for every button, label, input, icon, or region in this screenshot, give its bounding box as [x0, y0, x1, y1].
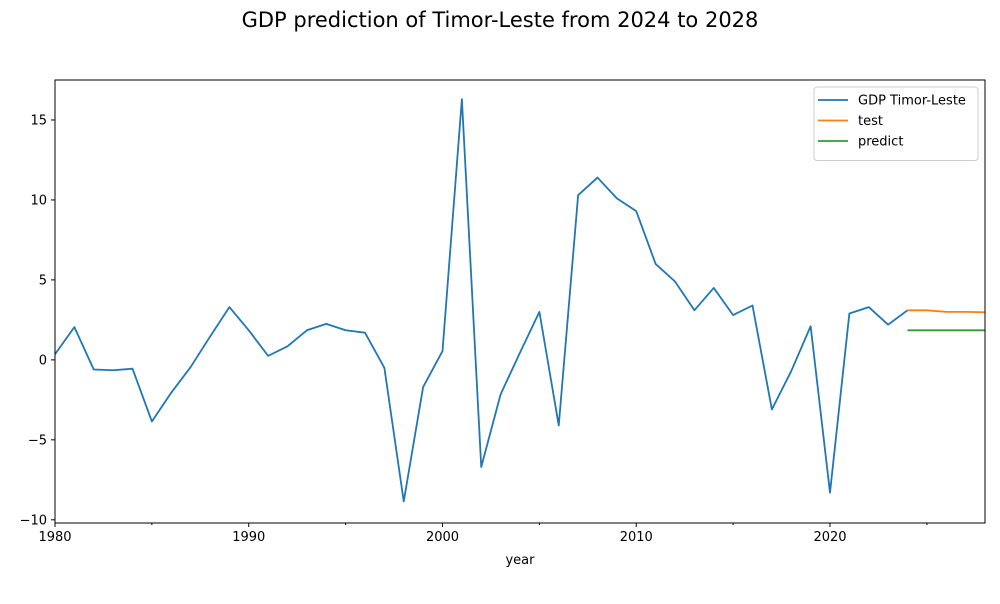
series-line-1 — [907, 309, 986, 314]
series-line-0 — [54, 98, 909, 503]
x-tick-label: 2020 — [813, 530, 846, 545]
legend-label: test — [858, 114, 883, 129]
x-axis: 1980 1990 2000 2010 2020 — [38, 523, 928, 545]
y-tick-label: 10 — [30, 193, 47, 208]
x-tick-label: 2010 — [620, 530, 653, 545]
y-tick-label: 15 — [30, 113, 47, 128]
x-tick-label: 1990 — [232, 530, 265, 545]
y-tick-label: −5 — [28, 433, 47, 448]
x-tick-label: 2000 — [426, 530, 459, 545]
legend-label: predict — [858, 135, 903, 150]
legend-box — [813, 86, 979, 161]
x-axis-label: year — [505, 553, 535, 568]
x-tick-label: 1980 — [38, 530, 71, 545]
legend: GDP Timor-Leste test predict — [813, 86, 979, 161]
series-layer — [54, 98, 986, 503]
chart-title: GDP prediction of Timor-Leste from 2024 … — [241, 8, 759, 32]
plot-frame — [54, 79, 986, 524]
y-tick-label: −10 — [20, 513, 47, 528]
y-axis: −10 −5 0 5 10 15 — [20, 113, 55, 528]
legend-label: GDP Timor-Leste — [858, 94, 966, 109]
y-tick-label: 5 — [39, 273, 47, 288]
y-tick-label: 0 — [39, 353, 47, 368]
